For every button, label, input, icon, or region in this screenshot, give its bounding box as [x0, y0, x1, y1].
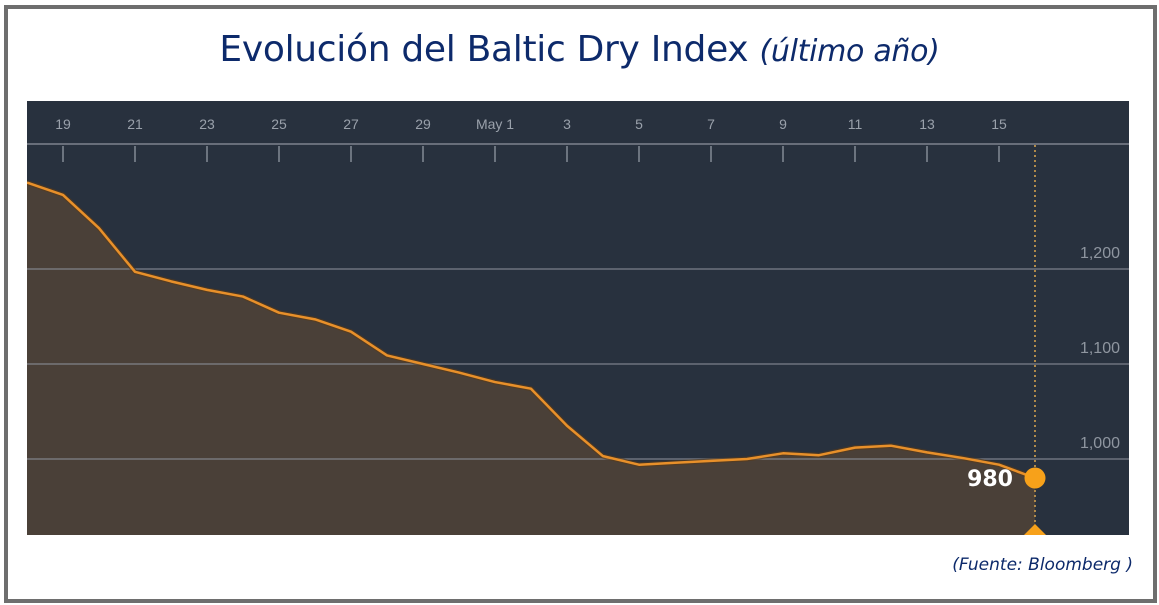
- x-tick-label: 15: [991, 116, 1007, 132]
- chart-panel: 19 21 23 25 27 29 May 1 3 5 7 9 11 13 15 1,000 1,100 1,2…: [27, 101, 1129, 535]
- source-note: (Fuente: Bloomberg ): [952, 555, 1133, 575]
- x-tick-label: 19: [55, 116, 71, 132]
- x-tick-label: 29: [415, 116, 431, 132]
- area-chart: 19 21 23 25 27 29 May 1 3 5 7 9 11 13 15 1,000 1,100 1,2…: [27, 116, 1129, 535]
- area-fill: [27, 182, 1035, 535]
- x-tick-label: 25: [271, 116, 287, 132]
- x-tick-label: 27: [343, 116, 359, 132]
- x-tick-label: 7: [707, 116, 715, 132]
- x-tick-label: 9: [779, 116, 787, 132]
- x-tick-label: 5: [635, 116, 643, 132]
- data-line: [27, 181, 1036, 480]
- x-tick-label: 21: [127, 116, 143, 132]
- y-tick-label: 1,200: [1080, 245, 1120, 262]
- x-tick-label: May 1: [476, 116, 514, 132]
- y-tick-label: 1,100: [1080, 340, 1120, 357]
- x-tick-label: 13: [919, 116, 935, 132]
- last-value-marker: [1024, 467, 1046, 489]
- last-value-label: 980: [967, 467, 1013, 492]
- x-position-marker: [1024, 524, 1046, 535]
- chart-title: Evolución del Baltic Dry Index (último a…: [0, 28, 1159, 74]
- chart-title-subtitle: (último año): [759, 34, 940, 69]
- y-tick-label: 1,000: [1080, 435, 1120, 452]
- chart-title-main: Evolución del Baltic Dry Index: [219, 29, 749, 70]
- x-tick-label: 3: [563, 116, 571, 132]
- x-tick-label: 11: [848, 116, 863, 132]
- x-tick-label: 23: [199, 116, 215, 132]
